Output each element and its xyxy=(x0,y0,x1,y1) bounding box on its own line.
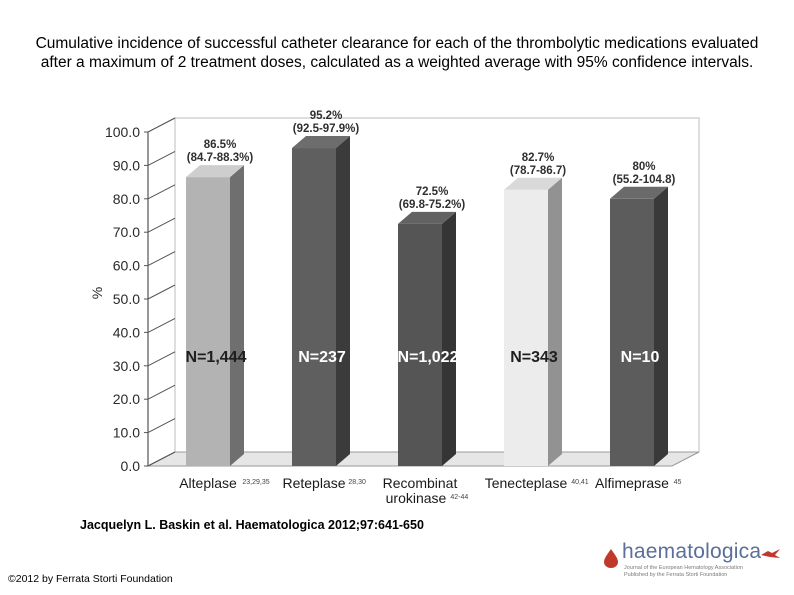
bar-side xyxy=(442,211,456,466)
bar-group xyxy=(398,211,456,466)
n-label: N=1,022 xyxy=(398,349,459,366)
x-tick-label: Recombinat xyxy=(383,475,458,491)
reference-superscript: 28,30 xyxy=(348,479,366,486)
bar-side xyxy=(230,165,244,466)
bar xyxy=(186,177,230,466)
bar-side xyxy=(548,177,562,467)
bar xyxy=(610,198,654,467)
bar-top xyxy=(186,165,244,178)
y-gridline xyxy=(147,284,176,300)
value-label: 72.5% xyxy=(416,186,449,198)
y-gridline xyxy=(147,184,176,200)
bar-top xyxy=(398,211,456,224)
y-axis: 0.0 10.0 20.0 30.0 40.0 50.0 60.0 70.0 80.0 90.0 1… xyxy=(105,117,176,474)
ci-label: (55.2-104.8) xyxy=(613,174,676,186)
x-tick-label: Reteplase xyxy=(282,475,345,491)
logo-drop-icon xyxy=(604,549,618,568)
value-label: 86.5% xyxy=(204,139,237,151)
y-gridline xyxy=(147,384,176,400)
y-tick-label: 0.0 xyxy=(121,458,141,474)
reference-superscript: 45 xyxy=(674,479,682,486)
y-gridline xyxy=(147,317,176,333)
y-gridline xyxy=(147,351,176,367)
bar-side xyxy=(336,136,350,467)
bar-side xyxy=(654,186,668,467)
y-gridline xyxy=(147,251,176,267)
n-label: N=237 xyxy=(298,349,346,366)
n-label: N=10 xyxy=(621,349,660,366)
logo-bird-icon xyxy=(761,549,780,558)
reference-superscript: 23,29,35 xyxy=(242,479,269,486)
ci-label: (69.8-75.2%) xyxy=(399,199,466,211)
y-tick-label: 20.0 xyxy=(113,391,140,407)
y-gridline xyxy=(147,117,176,133)
citation: Jacquelyn L. Baskin et al. Haematologica… xyxy=(80,518,424,532)
y-tick-label: 80.0 xyxy=(113,191,140,207)
y-gridline xyxy=(147,150,176,166)
x-tick-label: Tenecteplase xyxy=(485,475,568,491)
bar-group xyxy=(610,186,668,467)
bar-top xyxy=(292,136,350,149)
y-tick-label: 50.0 xyxy=(113,291,140,307)
y-tick-label: 90.0 xyxy=(113,157,140,173)
y-gridline xyxy=(147,418,176,434)
reference-superscript: 42-44 xyxy=(450,494,468,501)
ci-label: (92.5-97.9%) xyxy=(293,123,360,135)
journal-logo: haematologica Journal of the European He… xyxy=(600,540,790,580)
y-axis-label: % xyxy=(89,287,105,299)
logo-publisher: Published by the Ferrata Storti Foundati… xyxy=(624,572,728,578)
y-tick-label: 100.0 xyxy=(105,124,140,140)
y-tick-label: 70.0 xyxy=(113,224,140,240)
bar-group xyxy=(504,177,562,467)
bar-labels: 86.5%(84.7-88.3%) N=1,444 Alteplase 23,29,3… xyxy=(179,110,681,506)
bar xyxy=(504,189,548,467)
y-gridline xyxy=(147,217,176,233)
copyright: ©2012 by Ferrata Storti Foundation xyxy=(8,573,173,585)
n-label: N=1,444 xyxy=(186,349,247,366)
x-tick-label: Alfimeprase xyxy=(595,475,669,491)
bar xyxy=(292,148,336,467)
value-label: 95.2% xyxy=(310,110,343,122)
y-tick-label: 10.0 xyxy=(113,425,140,441)
bar-top xyxy=(504,177,562,190)
value-label: 82.7% xyxy=(522,152,555,164)
y-gridline xyxy=(147,451,176,467)
logo-wordmark: haematologica xyxy=(622,540,762,563)
x-tick-label: urokinase xyxy=(386,490,447,506)
x-tick-label: Alteplase xyxy=(179,475,237,491)
value-label: 80% xyxy=(632,161,655,173)
bar xyxy=(398,223,442,466)
slide-title: Cumulative incidence of successful cathe… xyxy=(35,35,759,71)
bars xyxy=(186,136,668,467)
y-tick-label: 60.0 xyxy=(113,258,140,274)
y-tick-label: 30.0 xyxy=(113,358,140,374)
bar-group xyxy=(186,165,244,466)
bar-top xyxy=(610,186,668,199)
ci-label: (78.7-86.7) xyxy=(510,165,566,177)
n-label: N=343 xyxy=(510,349,558,366)
ci-label: (84.7-88.3%) xyxy=(187,152,254,164)
logo-tagline: Journal of the European Hematology Assoc… xyxy=(624,565,743,571)
reference-superscript: 40,41 xyxy=(571,479,589,486)
bar-group xyxy=(292,136,350,467)
y-tick-label: 40.0 xyxy=(113,324,140,340)
